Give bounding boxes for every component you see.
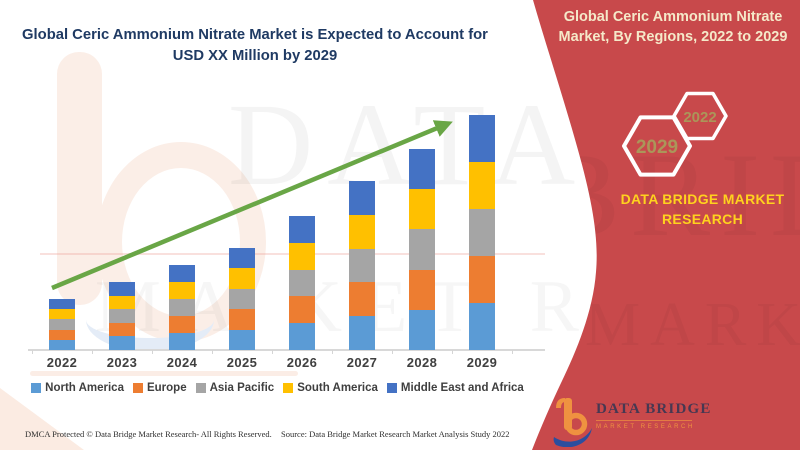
bar-segment bbox=[49, 329, 75, 340]
legend-item: North America bbox=[31, 382, 124, 394]
bar-segment bbox=[469, 256, 495, 303]
legend-swatch-icon bbox=[31, 383, 42, 393]
bar-segment bbox=[229, 309, 255, 330]
bar-segment bbox=[109, 336, 135, 350]
x-axis-label: 2028 bbox=[406, 355, 438, 370]
bar-segment bbox=[229, 248, 255, 269]
bar-segment bbox=[109, 282, 135, 296]
bar-segment bbox=[469, 209, 495, 256]
page-title-line2: USD XX Million by 2029 bbox=[172, 48, 338, 64]
bar-segment bbox=[469, 303, 495, 350]
legend-swatch-icon bbox=[195, 383, 206, 393]
x-axis-label: 2024 bbox=[166, 355, 198, 370]
bar-segment bbox=[229, 268, 255, 289]
bar-segment bbox=[229, 329, 255, 350]
bar-segment bbox=[49, 309, 75, 320]
bar-segment bbox=[349, 248, 375, 283]
data-bridge-logo-icon bbox=[553, 398, 592, 447]
legend-swatch-icon bbox=[283, 383, 294, 393]
x-axis-tick bbox=[92, 350, 93, 354]
legend-label: South America bbox=[297, 382, 378, 394]
band-heading-line2: Market, By Regions, 2022 to 2029 bbox=[558, 29, 788, 45]
legend: North America Europe Asia Pacific South Ame… bbox=[5, 382, 550, 394]
legend-item: Europe bbox=[132, 382, 187, 394]
bar-segment bbox=[169, 299, 195, 316]
bar-segment bbox=[409, 149, 435, 190]
bar-segment bbox=[409, 269, 435, 310]
bar-segment bbox=[409, 309, 435, 350]
bar-segment bbox=[469, 115, 495, 162]
bar-segment bbox=[49, 319, 75, 330]
x-axis-tick bbox=[32, 350, 33, 354]
dmca-notice: DMCA Protected © Data Bridge Market Rese… bbox=[25, 429, 272, 439]
x-axis-tick bbox=[212, 350, 213, 354]
bar-segment bbox=[49, 299, 75, 310]
x-axis-label: 2023 bbox=[106, 355, 138, 370]
legend-label: North America bbox=[45, 382, 124, 394]
legend-swatch-icon bbox=[386, 383, 397, 393]
bar-segment bbox=[169, 333, 195, 350]
legend-label: Asia Pacific bbox=[209, 382, 275, 394]
bar-segment bbox=[349, 282, 375, 317]
data-bridge-logo: DATA BRIDGE MARKET RESEARCH bbox=[550, 395, 750, 447]
x-axis-label: 2022 bbox=[46, 355, 78, 370]
legend-label: Europe bbox=[146, 382, 187, 394]
x-axis-label: 2029 bbox=[466, 355, 498, 370]
bar-segment bbox=[289, 323, 315, 350]
bar-segment bbox=[409, 189, 435, 230]
x-axis-line bbox=[28, 349, 545, 351]
bar-segment bbox=[49, 339, 75, 350]
legend-item: South America bbox=[283, 382, 378, 394]
band-heading-line1: Global Ceric Ammonium Nitrate bbox=[563, 9, 783, 25]
page-title-line1: Global Ceric Ammonium Nitrate Market is … bbox=[22, 27, 488, 43]
x-axis-tick bbox=[272, 350, 273, 354]
x-axis-tick bbox=[512, 350, 513, 354]
bar-segment bbox=[409, 229, 435, 270]
bar-segment bbox=[169, 316, 195, 333]
x-axis-label: 2027 bbox=[346, 355, 378, 370]
band-heading: Global Ceric Ammonium Nitrate Market, By… bbox=[548, 7, 798, 47]
brand-text-line1: DATA BRIDGE MARKET bbox=[620, 191, 785, 207]
legend-label: Middle East and Africa bbox=[400, 382, 524, 394]
bar-segment bbox=[289, 216, 315, 243]
bar-segment bbox=[109, 322, 135, 337]
bar-segment bbox=[109, 309, 135, 323]
page-title: Global Ceric Ammonium Nitrate Market is … bbox=[20, 25, 490, 67]
bar-segment bbox=[469, 162, 495, 209]
legend-item: Asia Pacific bbox=[195, 382, 275, 394]
x-axis-tick bbox=[152, 350, 153, 354]
logo-divider bbox=[596, 420, 692, 421]
logo-sub-text: MARKET RESEARCH bbox=[596, 424, 695, 430]
bar-segment bbox=[169, 282, 195, 299]
bar-segment bbox=[229, 288, 255, 310]
brand-text-line2: RESEARCH bbox=[662, 211, 743, 227]
legend-swatch-icon bbox=[132, 383, 143, 393]
watermark-strip bbox=[30, 371, 298, 376]
bar-segment bbox=[349, 214, 375, 249]
x-axis-tick bbox=[392, 350, 393, 354]
brand-text: DATA BRIDGE MARKET RESEARCH bbox=[615, 189, 790, 229]
bar-segment bbox=[349, 181, 375, 215]
x-axis-label: 2026 bbox=[286, 355, 318, 370]
logo-name-text: DATA BRIDGE bbox=[596, 401, 712, 417]
legend-item: Middle East and Africa bbox=[386, 382, 524, 394]
bar-segment bbox=[289, 296, 315, 324]
x-axis-tick bbox=[332, 350, 333, 354]
x-axis-label: 2025 bbox=[226, 355, 258, 370]
source-note: Source: Data Bridge Market Research Mark… bbox=[281, 429, 510, 439]
bar-segment bbox=[169, 265, 195, 282]
bar-segment bbox=[289, 242, 315, 270]
bar-segment bbox=[109, 295, 135, 310]
x-axis-tick bbox=[452, 350, 453, 354]
bar-segment bbox=[349, 316, 375, 350]
bar-segment bbox=[289, 269, 315, 297]
